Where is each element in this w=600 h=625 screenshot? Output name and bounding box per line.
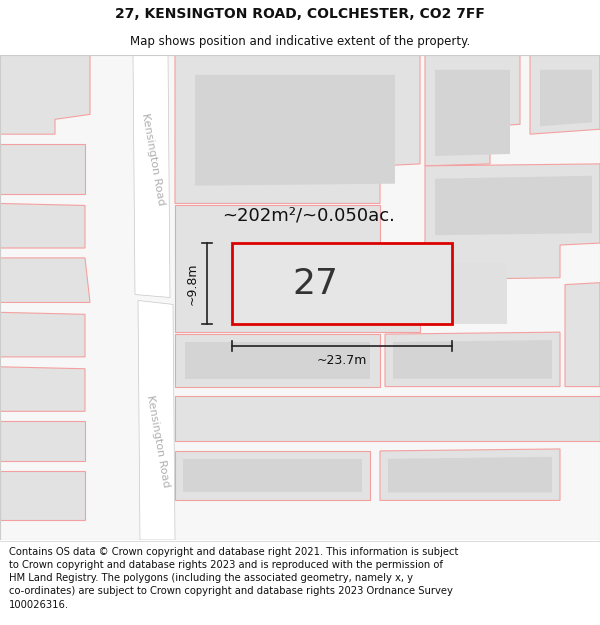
Text: Map shows position and indicative extent of the property.: Map shows position and indicative extent… bbox=[130, 35, 470, 48]
Polygon shape bbox=[530, 55, 600, 134]
Polygon shape bbox=[138, 301, 175, 540]
Text: Kensington Road: Kensington Road bbox=[145, 394, 171, 488]
Polygon shape bbox=[0, 312, 85, 357]
Text: 27, KENSINGTON ROAD, COLCHESTER, CO2 7FF: 27, KENSINGTON ROAD, COLCHESTER, CO2 7FF bbox=[115, 7, 485, 21]
Polygon shape bbox=[175, 206, 420, 332]
Text: ~23.7m: ~23.7m bbox=[317, 354, 367, 367]
Polygon shape bbox=[175, 451, 370, 501]
Polygon shape bbox=[435, 70, 510, 156]
Polygon shape bbox=[0, 421, 85, 461]
Polygon shape bbox=[0, 144, 85, 194]
Polygon shape bbox=[183, 459, 362, 492]
Polygon shape bbox=[452, 263, 507, 324]
Polygon shape bbox=[0, 258, 90, 302]
Polygon shape bbox=[385, 332, 560, 387]
Polygon shape bbox=[0, 367, 85, 411]
Polygon shape bbox=[0, 55, 90, 134]
Polygon shape bbox=[175, 396, 600, 441]
Polygon shape bbox=[435, 176, 592, 235]
Polygon shape bbox=[425, 55, 520, 166]
Polygon shape bbox=[185, 342, 370, 379]
Text: Contains OS data © Crown copyright and database right 2021. This information is : Contains OS data © Crown copyright and d… bbox=[9, 547, 458, 609]
Polygon shape bbox=[565, 282, 600, 387]
Text: 27: 27 bbox=[293, 267, 338, 301]
Polygon shape bbox=[175, 55, 420, 204]
Bar bbox=[232, 243, 452, 324]
Text: ~9.8m: ~9.8m bbox=[186, 262, 199, 305]
Polygon shape bbox=[195, 75, 395, 186]
Polygon shape bbox=[133, 55, 170, 298]
Polygon shape bbox=[540, 70, 592, 126]
Polygon shape bbox=[425, 164, 600, 279]
Polygon shape bbox=[175, 334, 380, 387]
Polygon shape bbox=[380, 449, 560, 501]
Polygon shape bbox=[0, 204, 85, 248]
Text: ~202m²/~0.050ac.: ~202m²/~0.050ac. bbox=[222, 206, 395, 224]
Polygon shape bbox=[0, 471, 85, 520]
Polygon shape bbox=[388, 457, 552, 492]
Polygon shape bbox=[393, 340, 552, 379]
Text: Kensington Road: Kensington Road bbox=[140, 112, 166, 206]
